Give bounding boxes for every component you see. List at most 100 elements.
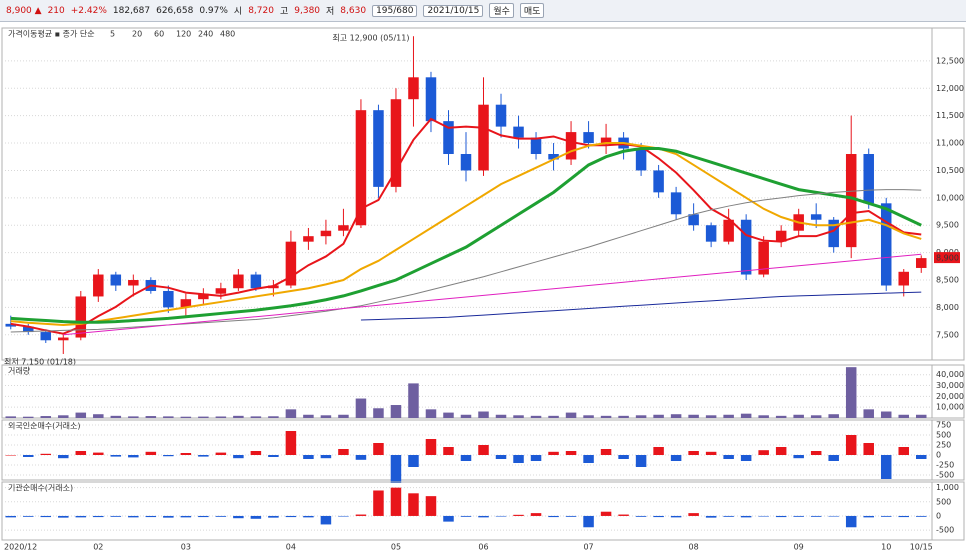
- y-tick-label: 40,000: [936, 370, 964, 379]
- candle-body: [513, 126, 524, 138]
- net-buy-bar: [425, 496, 437, 516]
- candle-body: [653, 170, 664, 193]
- candle-body: [40, 332, 52, 341]
- candle-body: [530, 137, 542, 155]
- net-buy-bar: [460, 515, 472, 517]
- pane-frame: [1, 419, 965, 481]
- x-tick-label: 08: [689, 543, 699, 552]
- count[interactable]: 195/680: [372, 4, 418, 17]
- volume-bar: [110, 415, 122, 418]
- legend-title: 가격이동평균 ▪ 종가 단순: [8, 29, 95, 39]
- y-tick-label: 30,000: [936, 381, 964, 390]
- volume: 182,687: [112, 5, 151, 16]
- legend-entry: 5: [110, 30, 115, 39]
- net-buy-bar: [600, 449, 612, 455]
- net-buy-bar: [408, 493, 419, 516]
- y-tick-label: 12,000: [936, 84, 964, 93]
- date[interactable]: 2021/10/15: [423, 4, 484, 17]
- high-label: 고: [279, 7, 289, 17]
- candle-body: [740, 219, 752, 275]
- net-buy-bar: [863, 515, 874, 518]
- candle-body: [548, 154, 559, 160]
- open-label: 시: [233, 7, 243, 17]
- moving-average-line: [10, 189, 922, 333]
- net-buy-bar: [775, 515, 787, 518]
- candle-body: [285, 241, 297, 286]
- x-tick-label: 04: [286, 543, 296, 552]
- candle-body: [635, 148, 647, 171]
- candle-body: [460, 154, 472, 171]
- net-buy-bar: [758, 450, 769, 455]
- net-buy-bar: [723, 515, 734, 517]
- volume-bar: [898, 414, 909, 418]
- net-buy-bar: [110, 515, 122, 517]
- candle-body: [565, 132, 577, 160]
- net-buy-bar: [373, 490, 384, 516]
- sell-button[interactable]: 매도: [519, 3, 545, 18]
- candle-body: [303, 236, 314, 242]
- y-tick-label: 7,500: [936, 330, 959, 339]
- y-tick-label: -250: [936, 461, 954, 470]
- volume-bar: [460, 414, 472, 418]
- candle-body: [163, 290, 174, 308]
- y-tick-label: -500: [936, 526, 954, 535]
- volume-bar: [40, 416, 52, 418]
- candle-body: [5, 323, 17, 327]
- x-tick-label: 10: [881, 543, 891, 552]
- volume-bar: [373, 408, 384, 418]
- volume-bar: [530, 415, 542, 418]
- net-buy-bar: [915, 455, 927, 459]
- candle-body: [338, 225, 349, 231]
- last-price-tag: 8,900: [936, 254, 959, 263]
- volume-bar: [478, 411, 489, 418]
- net-buy-bar: [93, 452, 104, 455]
- candle-body: [915, 258, 927, 268]
- volume-bar: [548, 415, 559, 418]
- volume-bar: [688, 414, 699, 418]
- net-buy-bar: [898, 447, 909, 455]
- pane-frame: [1, 364, 965, 419]
- volume-bar: [215, 416, 227, 418]
- open: 8,720: [248, 5, 274, 16]
- volume-bar: [355, 398, 367, 418]
- x-tick-label: 07: [583, 543, 593, 552]
- candle-body: [180, 299, 192, 308]
- volume-bar: [75, 412, 87, 418]
- candle-body: [408, 77, 419, 100]
- net-buy-bar: [898, 515, 909, 518]
- x-tick-label: 09: [794, 543, 804, 552]
- net-buy-bar: [583, 455, 594, 463]
- net-buy-bar: [618, 455, 629, 459]
- net-buy-bar: [408, 455, 419, 467]
- candle-body: [233, 274, 244, 289]
- volume-bar: [565, 412, 577, 418]
- y-tick-label: 20,000: [936, 392, 964, 401]
- net-buy-bar: [145, 515, 157, 518]
- net-buy-bar: [75, 451, 87, 455]
- volume-bar: [653, 414, 664, 418]
- candle-body: [128, 280, 139, 286]
- candle-body: [215, 288, 227, 294]
- moving-average-line: [63, 253, 922, 336]
- net-buy-bar: [355, 455, 367, 460]
- net-buy-bar: [233, 455, 244, 459]
- net-buy-bar: [845, 515, 857, 528]
- volume-bar: [863, 409, 874, 418]
- net-buy-bar: [880, 455, 892, 479]
- net-buy-bar: [40, 453, 52, 455]
- candle-body: [880, 203, 892, 286]
- rate: +2.42%: [70, 5, 107, 16]
- candle-body: [110, 274, 122, 286]
- net-buy-bar: [530, 513, 542, 516]
- volume-bar: [180, 416, 192, 418]
- volume-bar: [320, 415, 332, 418]
- y-tick-label: 750: [936, 421, 951, 430]
- net-buy-bar: [793, 455, 804, 459]
- net-buy-bar: [810, 451, 822, 455]
- net-buy-bar: [495, 515, 507, 517]
- candle-body: [775, 230, 787, 242]
- buy-button[interactable]: 월수: [489, 3, 514, 18]
- net-buy-bar: [180, 515, 192, 518]
